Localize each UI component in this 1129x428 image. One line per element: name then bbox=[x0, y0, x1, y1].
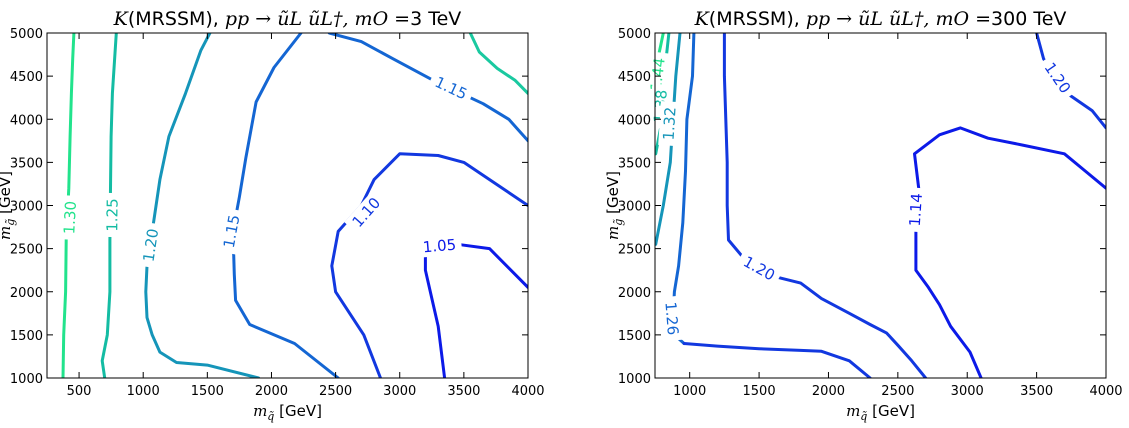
y-tick-label: 1500 bbox=[10, 329, 43, 344]
y-tick-label: 1000 bbox=[10, 372, 43, 387]
x-tick-label: 1000 bbox=[673, 384, 706, 399]
contour-label-gap bbox=[59, 195, 82, 241]
contour-line-1.20 bbox=[722, 33, 928, 378]
contour-label-1.05: 1.05 bbox=[422, 236, 457, 257]
contour-line-1.25 bbox=[100, 33, 118, 378]
x-tick-label: 3500 bbox=[1020, 384, 1053, 399]
x-tick-label: 3000 bbox=[383, 384, 416, 399]
contour-lines bbox=[655, 33, 1106, 378]
contour-label-group: 1.20 bbox=[735, 249, 784, 288]
contour-label-group: 1.14 bbox=[904, 187, 928, 233]
contour-label-gap bbox=[1036, 54, 1079, 102]
contour-line-1.05 bbox=[423, 242, 528, 378]
contour-label-gap bbox=[658, 101, 681, 147]
contour-label-gap bbox=[344, 189, 389, 236]
contour-label-1.32: 1.32 bbox=[660, 106, 680, 140]
contour-label-group: 1.26 bbox=[659, 295, 684, 342]
y-tick-label: 1500 bbox=[618, 329, 651, 344]
contour-label-group: 1.30 bbox=[59, 195, 82, 241]
x-tick-label: 4000 bbox=[1089, 384, 1122, 399]
x-axis-label: mq̃ [GeV] bbox=[846, 402, 915, 423]
contour-label-gap bbox=[735, 249, 784, 288]
contour-label-1.20: 1.20 bbox=[140, 227, 163, 263]
contour-label-1.15: 1.15 bbox=[220, 213, 244, 249]
contour-label-1.14: 1.14 bbox=[906, 193, 926, 227]
contour-label-gap bbox=[426, 69, 476, 107]
chart-title: K(MRSSM), pp → ũL ũL†, mO =3 TeV bbox=[113, 8, 462, 30]
x-tick-label: 1500 bbox=[743, 384, 776, 399]
contour-line-1.30 bbox=[61, 33, 76, 378]
contour-label-group: 1.05 bbox=[416, 234, 463, 258]
contour-label-gap bbox=[217, 207, 246, 255]
y-tick-label: 4000 bbox=[618, 113, 651, 128]
y-tick-label: 4000 bbox=[10, 113, 43, 128]
contour-label-group: 1.44 bbox=[645, 51, 671, 98]
x-tick-label: 1000 bbox=[127, 384, 160, 399]
contour-line-1.10 bbox=[330, 152, 528, 378]
contour-label-group: 1.20 bbox=[1036, 54, 1079, 102]
contour-label-1.44: 1.44 bbox=[647, 57, 669, 92]
contour-line-1.20 bbox=[144, 33, 261, 378]
contour-label-gap bbox=[659, 295, 684, 342]
contour-label-gap bbox=[102, 192, 123, 238]
y-tick-label: 2500 bbox=[618, 243, 651, 258]
contour-label-1.26: 1.26 bbox=[661, 301, 682, 336]
x-tick-label: 3000 bbox=[951, 384, 984, 399]
contour-label-group: 1.15 bbox=[426, 69, 476, 107]
contour-label-gap bbox=[416, 234, 463, 258]
y-tick-label: 3500 bbox=[618, 156, 651, 171]
contour-label-1.25: 1.25 bbox=[103, 198, 121, 232]
contour-label-gap bbox=[137, 221, 165, 269]
x-tick-label: 500 bbox=[67, 384, 92, 399]
x-tick-label: 2500 bbox=[881, 384, 914, 399]
y-tick-label: 2000 bbox=[10, 286, 43, 301]
y-tick-label: 3000 bbox=[618, 200, 651, 215]
contour-line-unlabeled bbox=[468, 33, 528, 95]
contour-line-1.15 bbox=[231, 33, 340, 378]
y-tick-label: 2000 bbox=[618, 286, 651, 301]
contour-line-1.20 bbox=[1035, 33, 1106, 130]
contour-label-group: 1.32 bbox=[658, 101, 681, 147]
contour-line-1.14 bbox=[913, 126, 1106, 378]
plot-frame bbox=[654, 32, 1107, 379]
contour-line-unlabeled bbox=[682, 342, 872, 378]
x-tick-label: 2000 bbox=[255, 384, 288, 399]
x-tick-label: 3500 bbox=[447, 384, 480, 399]
y-tick-label: 5000 bbox=[10, 27, 43, 42]
y-tick-label: 4500 bbox=[10, 70, 43, 85]
y-axis-label: mg̃ [GeV] bbox=[604, 171, 625, 240]
chart-title: K(MRSSM), pp → ũL ũL†, mO =300 TeV bbox=[694, 8, 1067, 30]
y-tick-label: 1000 bbox=[618, 372, 651, 387]
y-tick-label: 2500 bbox=[10, 243, 43, 258]
contour-label-1.30: 1.30 bbox=[60, 200, 80, 234]
y-tick-label: 3000 bbox=[10, 200, 43, 215]
y-tick-label: 4500 bbox=[618, 70, 651, 85]
contour-label-group: 1.25 bbox=[102, 192, 123, 238]
x-tick-label: 1500 bbox=[191, 384, 224, 399]
y-axis-label: mg̃ [GeV] bbox=[0, 171, 17, 240]
contour-label-group: 1.15 bbox=[217, 207, 246, 255]
contour-label-group: 1.20 bbox=[137, 221, 165, 269]
y-tick-label: 5000 bbox=[618, 27, 651, 42]
x-tick-label: 4000 bbox=[511, 384, 544, 399]
y-tick-label: 3500 bbox=[10, 156, 43, 171]
x-tick-label: 2500 bbox=[319, 384, 352, 399]
x-tick-label: 2000 bbox=[812, 384, 845, 399]
x-axis-label: mq̃ [GeV] bbox=[253, 402, 322, 423]
contour-label-gap bbox=[904, 187, 928, 233]
